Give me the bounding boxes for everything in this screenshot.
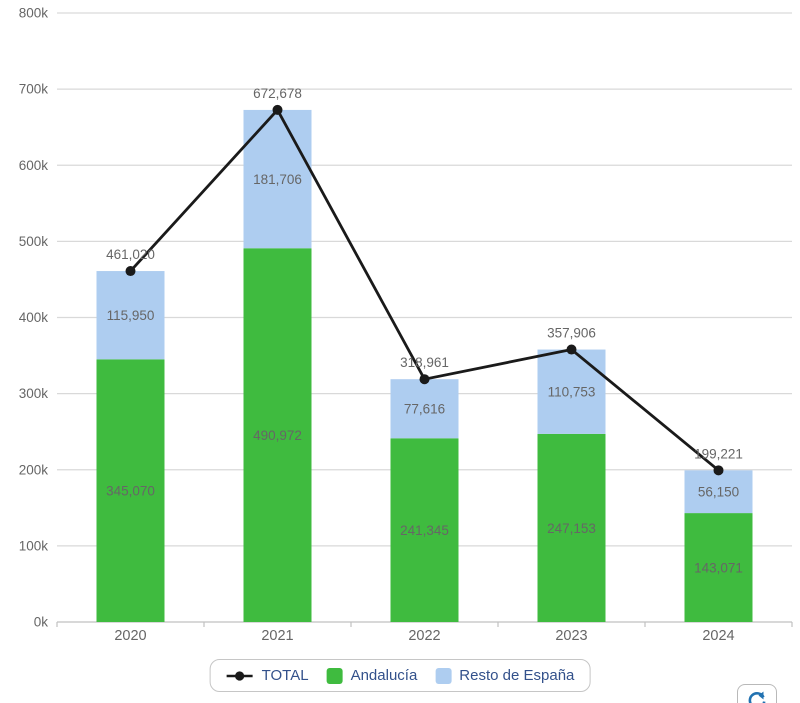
total-line-marker[interactable] bbox=[566, 344, 577, 355]
segment-value-label: 77,616 bbox=[404, 402, 445, 417]
total-value-label: 318,961 bbox=[400, 355, 449, 370]
bar-segment[interactable] bbox=[684, 513, 753, 622]
total-value-label: 357,906 bbox=[547, 326, 596, 341]
bar-segment[interactable] bbox=[96, 271, 165, 360]
bar-segment[interactable] bbox=[243, 248, 312, 622]
y-axis-tick-label: 0k bbox=[34, 615, 49, 630]
bar-segment[interactable] bbox=[684, 470, 753, 514]
refresh-icon bbox=[748, 691, 766, 703]
segment-value-label: 143,071 bbox=[694, 561, 743, 576]
total-line-marker[interactable] bbox=[419, 374, 430, 385]
legend-item-andalucia[interactable]: Andalucía bbox=[326, 667, 418, 684]
x-axis-tick-label: 2022 bbox=[408, 628, 440, 644]
segment-value-label: 490,972 bbox=[253, 428, 302, 443]
y-axis-tick-label: 800k bbox=[19, 6, 49, 21]
total-line-marker[interactable] bbox=[272, 104, 283, 115]
chart-legend: TOTAL Andalucía Resto de España bbox=[209, 659, 591, 692]
total-line-marker[interactable] bbox=[713, 465, 724, 476]
bar-segment[interactable] bbox=[537, 349, 606, 434]
segment-value-label: 241,345 bbox=[400, 523, 449, 538]
line-dot-marker-icon bbox=[226, 670, 253, 681]
bar-segment[interactable] bbox=[390, 379, 459, 439]
x-axis-tick-label: 2020 bbox=[114, 628, 146, 644]
green-swatch-icon bbox=[326, 667, 343, 684]
total-value-label: 672,678 bbox=[253, 86, 302, 101]
bar-segment[interactable] bbox=[537, 433, 606, 622]
segment-value-label: 345,070 bbox=[106, 484, 155, 499]
x-axis-tick-label: 2021 bbox=[261, 628, 293, 644]
chart-svg: 0k 100k 200k 300k 400k 500k 600k 700k 800k 345,07… bbox=[19, 6, 793, 644]
y-axis-tick-label: 300k bbox=[19, 386, 49, 401]
total-value-label: 461,020 bbox=[106, 247, 155, 262]
segment-value-label: 110,753 bbox=[548, 385, 596, 400]
total-line-marker[interactable] bbox=[125, 266, 136, 277]
refresh-button[interactable] bbox=[737, 684, 777, 703]
legend-label-total: TOTAL bbox=[261, 667, 309, 684]
y-axis-tick-label: 700k bbox=[19, 82, 49, 97]
legend-item-total[interactable]: TOTAL bbox=[226, 667, 309, 684]
y-axis-tick-label: 200k bbox=[19, 462, 49, 477]
legend-label-resto: Resto de España bbox=[459, 667, 575, 684]
x-axis-tick-label: 2023 bbox=[555, 628, 587, 644]
segment-value-label: 181,706 bbox=[253, 172, 302, 187]
blue-swatch-icon bbox=[435, 667, 452, 684]
y-axis-tick-label: 600k bbox=[19, 158, 49, 173]
y-axis-tick-label: 500k bbox=[19, 234, 49, 249]
segment-value-label: 247,153 bbox=[547, 521, 596, 536]
legend-label-andalucia: Andalucía bbox=[350, 667, 418, 684]
segment-value-label: 115,950 bbox=[107, 308, 155, 323]
legend-item-resto[interactable]: Resto de España bbox=[435, 667, 574, 684]
y-axis-tick-label: 100k bbox=[19, 538, 49, 553]
total-value-label: 199,221 bbox=[694, 446, 743, 461]
segment-value-label: 56,150 bbox=[698, 485, 739, 500]
y-axis-tick-label: 400k bbox=[19, 310, 49, 325]
bar-segment[interactable] bbox=[390, 438, 459, 622]
x-axis-tick-label: 2024 bbox=[702, 628, 734, 644]
bar-segment[interactable] bbox=[96, 359, 165, 622]
